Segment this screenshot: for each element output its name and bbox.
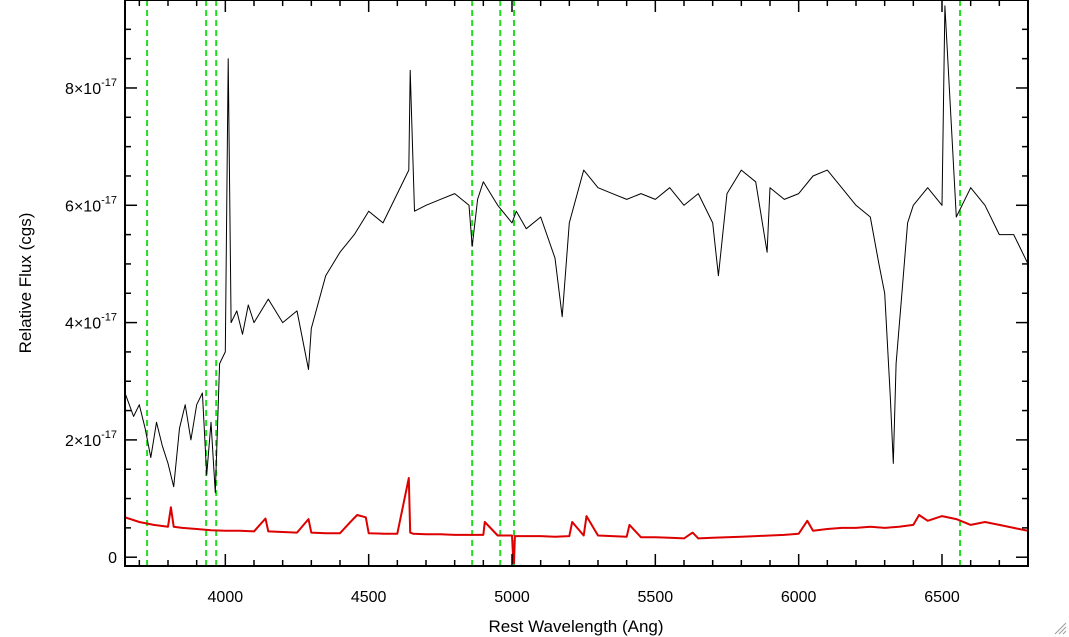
x-axis-label: Rest Wavelength (Ang) [488,617,663,636]
x-tick-label: 6500 [924,589,960,606]
plot-frame [124,0,1029,567]
y-tick-label: 2×10-17 [65,429,117,450]
y-axis-label: Relative Flux (cgs) [16,213,35,354]
y-tick-labels: 0 2×10-17 4×10-17 6×10-17 8×10-17 [65,77,117,567]
y-tick-label: 0 [108,550,117,567]
x-tick-label: 5000 [494,589,530,606]
y-tick-label: 6×10-17 [65,194,117,215]
series-line-1 [125,477,1028,565]
x-tick-label: 4000 [208,589,244,606]
axis-ticks [125,0,1029,566]
y-tick-label: 8×10-17 [65,77,117,98]
emission-line-markers [146,0,962,566]
series-line-0 [125,5,1028,494]
x-tick-labels: 4000 4500 5000 5500 6000 6500 [208,589,960,606]
x-tick-label: 6000 [781,589,817,606]
x-tick-label: 5500 [638,589,674,606]
resize-grip-icon[interactable] [1053,621,1067,635]
x-tick-label: 4500 [351,589,387,606]
y-tick-label: 4×10-17 [65,312,117,333]
spectrum-series [125,5,1028,565]
